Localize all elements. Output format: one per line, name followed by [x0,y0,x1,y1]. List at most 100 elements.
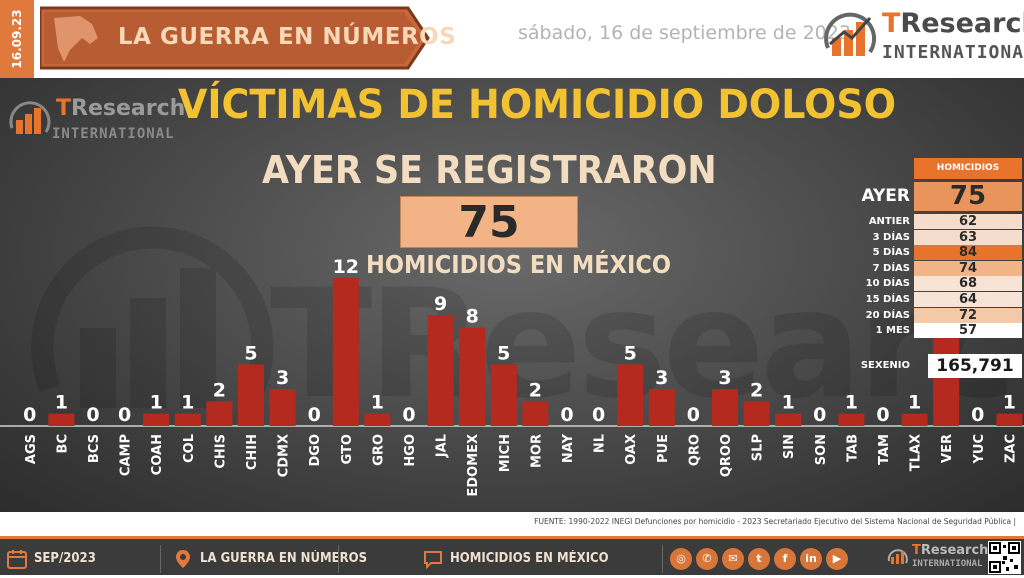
bar-value-label: 1 [845,392,858,414]
footer-logo-sub: INTERNATIONAL [912,559,983,569]
linkedin-icon[interactable]: in [800,548,822,570]
youtube-icon[interactable]: ▶ [826,548,848,570]
bar-value-label: 1 [908,392,921,414]
footer-logo-brand-rest: Research [920,543,989,558]
category-label: COL [182,434,197,463]
chat-bubble-icon [424,551,442,570]
date-tab: 16.09.23 [0,0,34,78]
category-label: NAY [561,433,576,463]
bar-value-label: 0 [86,404,99,426]
summary-row: ANTIER 62 [828,214,1024,229]
tresearch-logo-icon [887,549,908,564]
summary-row-label: 5 DÍAS [872,247,910,259]
category-label: OAX [624,434,639,465]
category-label: MICH [498,434,513,472]
bar-value-label: 8 [466,305,479,327]
footer-topic-label: HOMICIDIOS EN MÉXICO [450,551,609,566]
bar-value-label: 1 [1003,392,1016,414]
footer-section-label: LA GUERRA EN NÚMEROS [200,551,368,566]
mail-icon[interactable]: ✉ [722,548,744,570]
category-label: DGO [308,434,323,467]
category-label: ZAC [1003,434,1018,463]
twitter-icon[interactable]: t [748,548,770,570]
category-label: QROO [719,434,734,477]
header: 16.09.23 LA GUERRA EN NÚMEROS sábado, 16… [0,0,1024,78]
summary-row-value: 84 [914,245,1022,261]
source-text: FUENTE: 1990-2022 INEGI Defunciones por … [534,517,1016,526]
bar [617,364,644,426]
map-pin-icon [176,550,190,568]
watermark-logo-icon [31,226,274,408]
category-label: YUC [972,434,987,465]
summary-row-label: SEXENIO [860,360,910,371]
footer-divider [160,545,161,573]
category-label: BCS [87,434,102,463]
bar-value-label: 5 [497,342,510,364]
category-label: SLP [751,434,766,461]
header-date: sábado, 16 de septiembre de 2023 [518,22,851,44]
bar [743,401,770,426]
bar [364,413,391,426]
logo-top-brand: TResearch [882,8,1024,39]
bar-value-label: 2 [213,379,226,401]
category-label: TAM [877,434,892,465]
footer-logo-brand: TResearch [912,543,989,558]
summary-row: 3 DÍAS 63 [828,229,1024,245]
footer-divider [662,545,663,573]
bar [269,389,296,426]
date-tab-label: 16.09.23 [10,9,24,69]
summary-row-label: 3 DÍAS [872,231,910,243]
logo-panel-sub: INTERNATIONAL [52,126,175,142]
bar-value-label: 3 [655,367,668,389]
summary-row: 15 DÍAS 64 [828,292,1024,307]
category-label: TAB [845,434,860,462]
bar [648,389,675,426]
category-label: COAH [150,434,165,475]
facebook-icon[interactable]: f [774,548,796,570]
footer: SEP/2023 LA GUERRA EN NÚMEROS HOMICIDIOS… [0,536,1024,575]
summary-row-label: 15 DÍAS [865,294,910,305]
category-label: TLAX [909,434,924,471]
summary-row: 1 MES 57 [828,323,1024,339]
qr-code-icon [989,542,1020,573]
summary-row-value: 165,791 [928,354,1022,378]
category-label: SIN [782,434,797,459]
bar-value-label: 1 [55,392,68,414]
bar-value-label: 3 [276,367,289,389]
bar-value-label: 5 [244,342,257,364]
category-label: CAMP [119,434,134,476]
summary-row-label: 1 MES [875,325,910,337]
sub-title: AYER SE REGISTRARON [262,148,717,192]
summary-row: 7 DÍAS 74 [828,260,1024,276]
category-label: CHIS [213,434,228,469]
bar [238,364,264,426]
bar-value-label: 2 [750,379,763,401]
bar-value-label: 1 [782,392,795,414]
bar [459,327,486,426]
summary-row: 20 DÍAS 72 [828,307,1024,323]
whatsapp-icon[interactable]: ✆ [696,548,718,570]
summary-row-value: 68 [914,276,1022,292]
category-label: CHIH [245,434,260,470]
summary-row-ayer: AYER 75 [828,182,1024,211]
category-label: GRO [371,434,386,466]
mexico-map-icon [54,16,98,62]
bar [522,401,549,426]
watermark-text: TResearch [270,258,1024,432]
main-title: VÍCTIMAS DE HOMICIDIO DOLOSO [178,82,897,128]
globe-icon[interactable]: ◎ [670,548,692,570]
bar-value-label: 0 [308,404,321,426]
qr-code[interactable] [988,541,1021,574]
logo-top-sub: INTERNATIONAL [882,42,1024,63]
calendar-icon [7,550,27,569]
summary-row-label: 7 DÍAS [872,262,910,274]
summary-row-value: 75 [914,182,1022,211]
summary-row-value: 62 [914,214,1022,229]
bar-value-label: 0 [813,404,826,426]
bar-value-label: 3 [718,367,731,389]
summary-row-label: 20 DÍAS [865,309,910,321]
summary-row-value: 64 [914,292,1022,307]
bar [901,413,928,426]
watermark: TResearch [20,218,1024,448]
summary-row-label: ANTIER [868,216,910,227]
